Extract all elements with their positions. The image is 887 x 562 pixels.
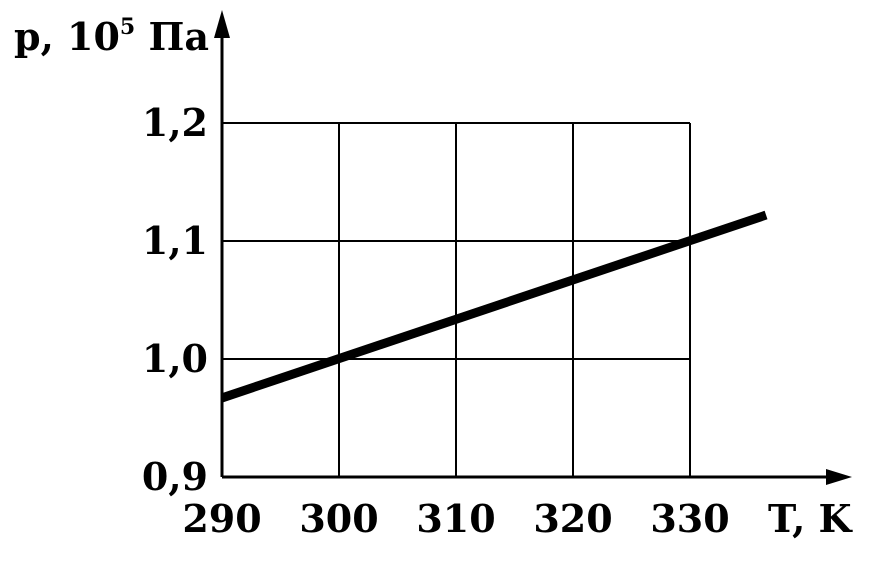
y-tick-label: 1,2 [142,100,208,145]
grid [222,122,691,477]
x-tick-label: 320 [533,496,612,541]
tick-labels: 290 300 310 320 330 0,9 1,0 1,1 1,2 [142,100,730,541]
axes [214,10,852,485]
y-tick-label: 1,0 [142,336,208,381]
y-tick-label: 0,9 [142,454,208,499]
x-tick-label: 330 [650,496,729,541]
y-tick-label: 1,1 [142,218,208,263]
series [220,210,768,403]
data-line [220,210,768,403]
y-axis-title: p, 105 Па [14,14,209,59]
y-axis-title-exponent: 5 [120,14,135,40]
x-tick-label: 290 [182,496,261,541]
y-axis-title-unit: Па [135,14,209,59]
y-axis-title-base: p, 10 [14,14,120,59]
x-axis-title: T, K [768,496,854,541]
x-axis-arrow [826,469,852,485]
x-tick-label: 310 [416,496,495,541]
y-axis-arrow [214,10,230,38]
x-tick-label: 300 [299,496,378,541]
